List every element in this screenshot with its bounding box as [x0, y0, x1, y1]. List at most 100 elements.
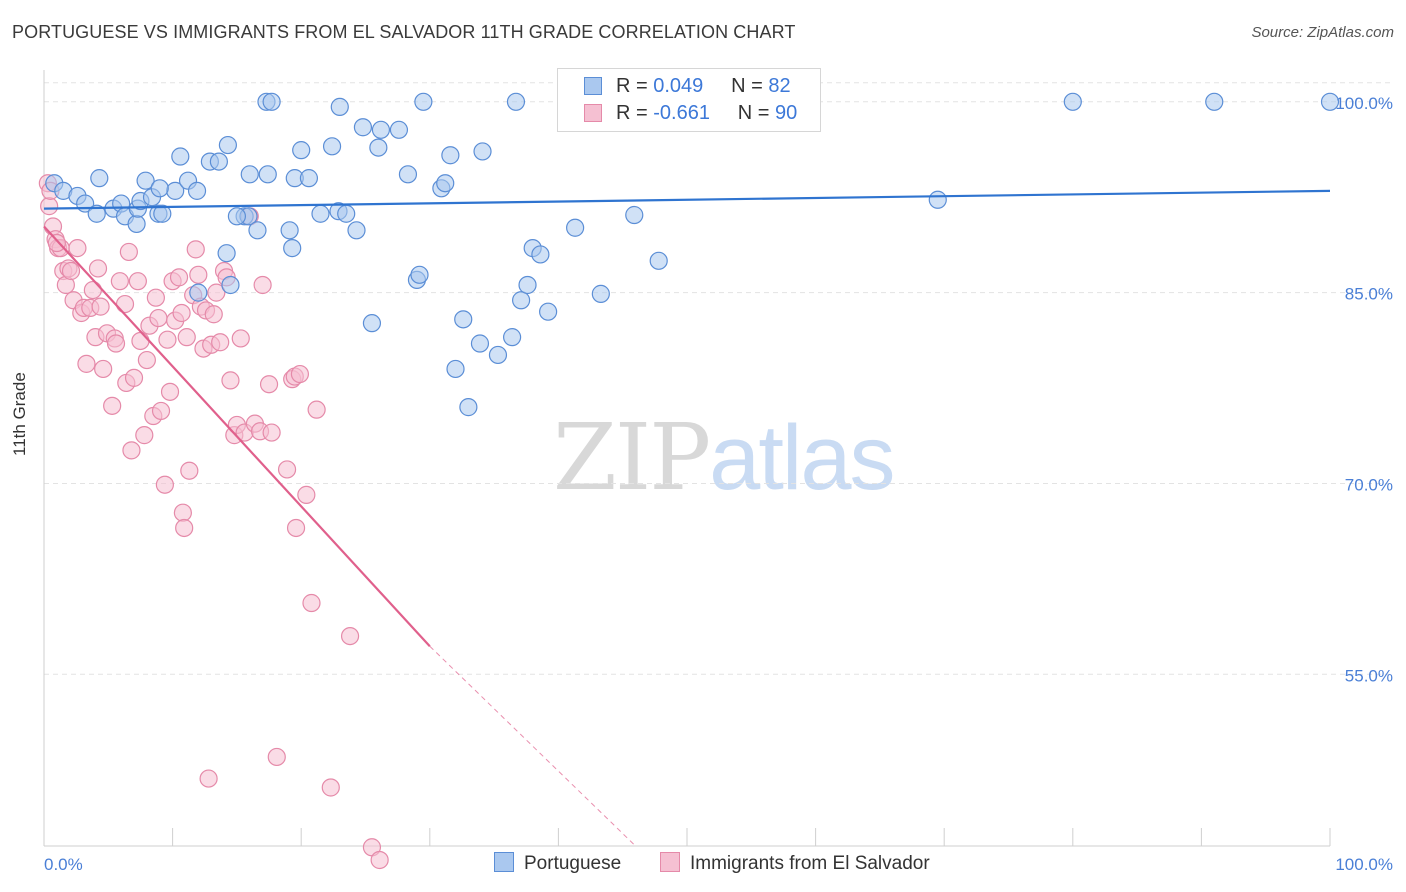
x-tick-label: 100.0%: [1335, 855, 1393, 874]
point-el-salvador: [177, 328, 196, 347]
point-el-salvador: [115, 294, 135, 314]
point-portuguese: [330, 97, 349, 116]
point-portuguese: [362, 314, 382, 333]
point-el-salvador: [160, 382, 180, 401]
point-el-salvador: [290, 364, 310, 384]
point-el-salvador: [259, 375, 279, 394]
point-el-salvador: [340, 626, 360, 646]
point-portuguese: [150, 179, 169, 198]
point-portuguese: [248, 221, 267, 240]
point-el-salvador: [135, 426, 154, 445]
point-portuguese: [531, 245, 550, 264]
point-portuguese: [347, 221, 366, 240]
point-portuguese: [371, 120, 391, 139]
point-portuguese: [127, 214, 146, 234]
legend-n-value: 82: [768, 75, 791, 97]
point-portuguese: [473, 142, 492, 161]
point-portuguese: [1063, 92, 1082, 111]
point-portuguese: [171, 147, 190, 166]
point-portuguese: [221, 275, 240, 295]
point-el-salvador: [128, 272, 147, 291]
legend-n-label: N =: [731, 75, 763, 97]
point-el-salvador: [146, 288, 165, 307]
point-el-salvador: [204, 305, 223, 324]
point-el-salvador: [40, 197, 59, 216]
point-portuguese: [398, 165, 418, 184]
trend-lines: [43, 189, 1331, 847]
point-portuguese: [227, 207, 246, 226]
point-el-salvador: [302, 593, 321, 613]
point-portuguese: [506, 92, 526, 111]
point-portuguese: [136, 171, 155, 190]
point-portuguese: [928, 190, 947, 209]
point-el-salvador: [94, 359, 113, 379]
point-portuguese: [292, 141, 311, 160]
point-portuguese: [512, 291, 531, 310]
point-el-salvador: [151, 401, 171, 421]
point-el-salvador: [106, 334, 126, 353]
bottom-legend-label-portuguese: Portuguese: [524, 853, 622, 874]
point-portuguese: [262, 92, 281, 111]
point-el-salvador: [207, 283, 226, 302]
legend-n-label: N =: [737, 102, 770, 124]
point-portuguese: [389, 120, 409, 139]
point-el-salvador: [307, 400, 326, 419]
point-el-salvador: [131, 331, 150, 351]
y-tick-label: 100.0%: [1335, 94, 1393, 113]
point-el-salvador: [297, 485, 316, 504]
point-portuguese: [240, 165, 259, 184]
point-el-salvador: [158, 330, 177, 349]
point-el-salvador: [124, 368, 144, 387]
point-el-salvador: [221, 371, 240, 390]
legend-swatch-portuguese: [584, 77, 602, 95]
point-portuguese: [649, 251, 668, 270]
point-el-salvador: [47, 233, 66, 253]
point-portuguese: [189, 283, 208, 302]
point-portuguese: [299, 169, 319, 188]
point-el-salvador: [211, 333, 230, 352]
point-portuguese: [209, 152, 228, 171]
bottom-legend-el-salvador: Immigrants from El Salvador: [660, 852, 930, 875]
point-el-salvador: [173, 503, 192, 522]
point-portuguese: [187, 181, 207, 200]
point-portuguese: [87, 204, 106, 223]
legend-n-value: 90: [775, 102, 798, 124]
point-portuguese: [311, 204, 330, 223]
point-el-salvador: [91, 297, 110, 316]
bottom-legend-label-el-salvador: Immigrants from El Salvador: [690, 853, 930, 874]
series-portuguese-points: [45, 92, 1340, 417]
point-portuguese: [369, 138, 388, 157]
point-portuguese: [591, 284, 610, 303]
point-el-salvador: [61, 261, 81, 281]
stats-legend: R = 0.049 N = 82 R = -0.661 N = 90: [557, 68, 821, 132]
y-tick-label: 70.0%: [1345, 475, 1393, 494]
trend-line-portuguese: [43, 189, 1331, 210]
point-portuguese: [470, 334, 490, 353]
point-portuguese: [441, 146, 460, 165]
legend-r-value: -0.661: [653, 102, 710, 124]
point-portuguese: [258, 165, 277, 184]
point-el-salvador: [119, 242, 138, 262]
point-portuguese: [518, 275, 537, 295]
chart-title: PORTUGUESE VS IMMIGRANTS FROM EL SALVADO…: [12, 22, 796, 42]
legend-swatch-el-salvador: [584, 104, 602, 122]
x-tick-label: 0.0%: [44, 855, 83, 874]
point-portuguese: [410, 265, 429, 284]
point-portuguese: [436, 174, 455, 193]
point-el-salvador: [149, 308, 168, 328]
point-el-salvador: [253, 275, 272, 295]
point-el-salvador: [103, 396, 122, 415]
point-el-salvador: [77, 354, 96, 373]
bottom-legend-swatch-el-salvador: [660, 852, 680, 872]
point-el-salvador: [175, 518, 194, 538]
point-portuguese: [153, 204, 172, 223]
legend-r-label: R =: [616, 102, 648, 124]
point-el-salvador: [110, 272, 129, 291]
point-portuguese: [625, 205, 644, 225]
point-portuguese: [446, 359, 465, 379]
point-portuguese: [353, 118, 373, 137]
point-el-salvador: [122, 441, 141, 460]
point-el-salvador: [231, 329, 250, 348]
watermark-zip: ZIP: [553, 404, 711, 511]
